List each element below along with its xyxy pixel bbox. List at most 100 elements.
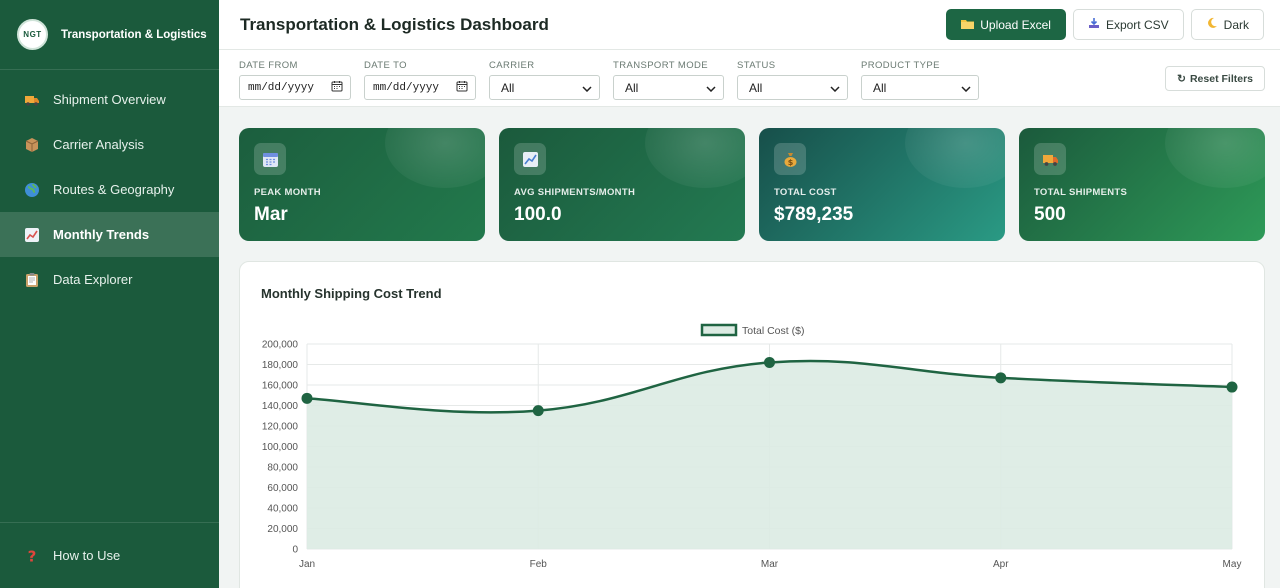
clipboard-icon (23, 271, 41, 289)
sidebar-nav: Shipment Overview Carrier Analysis Route… (0, 77, 219, 302)
svg-text:?: ? (28, 548, 37, 564)
y-tick-label: 160,000 (262, 381, 299, 392)
date-from-input[interactable]: mm/dd/yyyy (239, 75, 351, 100)
kpi-label: Avg Shipments/Month (514, 187, 636, 198)
carrier-select[interactable]: All (489, 75, 600, 100)
monthly-cost-chart: 0 20,000 40,000 60,000 80,000 100,000 120,000 1… (262, 323, 1242, 570)
legend-label: Total Cost ($) (742, 325, 804, 337)
sidebar-item-routes-geography[interactable]: Routes & Geography (0, 167, 219, 212)
money-bag-icon: $ (774, 143, 806, 175)
kpi-value: $789,235 (774, 204, 854, 225)
y-tick-label: 20,000 (267, 524, 298, 535)
x-tick-label: Feb (530, 559, 548, 570)
header-actions: Upload Excel Export CSV Dark (946, 9, 1264, 40)
chevron-down-icon (706, 81, 716, 95)
data-point (764, 356, 775, 368)
chevron-down-icon (582, 81, 592, 95)
product-type-filter: Product Type All (861, 60, 979, 100)
data-point (995, 372, 1007, 384)
date-to-filter: Date To mm/dd/yyyy (364, 60, 476, 100)
sidebar: NGT Transportation & Logistics Shipment … (0, 0, 219, 588)
sidebar-item-label: Routes & Geography (53, 182, 175, 197)
y-tick-label: 40,000 (267, 504, 298, 515)
y-tick-label: 80,000 (267, 463, 298, 474)
y-tick-label: 180,000 (262, 360, 299, 371)
card-glow (1165, 128, 1265, 188)
sidebar-item-label: Shipment Overview (53, 92, 166, 107)
download-icon (1088, 17, 1100, 32)
calendar-icon (331, 80, 343, 96)
y-tick-label: 100,000 (262, 442, 299, 453)
transport-mode-label: Transport Mode (613, 60, 708, 71)
date-to-input[interactable]: mm/dd/yyyy (364, 75, 476, 100)
chart-up-icon (23, 226, 41, 244)
reset-filters-button[interactable]: ↻ Reset Filters (1165, 66, 1265, 91)
kpi-value: 100.0 (514, 204, 562, 225)
dark-mode-label: Dark (1223, 17, 1249, 32)
moon-icon (1206, 17, 1218, 32)
sidebar-item-label: Carrier Analysis (53, 137, 145, 152)
sidebar-item-shipment-overview[interactable]: Shipment Overview (0, 77, 219, 122)
sidebar-item-carrier-analysis[interactable]: Carrier Analysis (0, 122, 219, 167)
x-tick-label: Apr (993, 559, 1009, 570)
product-type-select[interactable]: All (861, 75, 979, 100)
product-type-value: All (873, 80, 887, 95)
app-name: Transportation & Logistics (61, 28, 207, 41)
kpi-card-peak-month: Peak Month Mar (239, 128, 485, 241)
y-tick-label: 120,000 (262, 422, 299, 433)
x-tick-label: May (1223, 559, 1242, 570)
package-icon (23, 136, 41, 154)
chart-title: Monthly Shipping Cost Trend (261, 286, 442, 301)
status-filter: Status All (737, 60, 848, 100)
x-tick-label: Mar (761, 559, 779, 570)
top-header: Transportation & Logistics Dashboard Upl… (219, 0, 1280, 50)
app-logo: NGT (17, 19, 48, 50)
filter-bar: Date From mm/dd/yyyy Date To mm/dd/yyyy … (219, 50, 1280, 107)
sidebar-item-label: Data Explorer (53, 272, 133, 287)
chevron-down-icon (830, 81, 840, 95)
truck-icon (1034, 143, 1066, 175)
date-to-placeholder: mm/dd/yyyy (373, 81, 440, 94)
status-select[interactable]: All (737, 75, 848, 100)
dark-mode-toggle[interactable]: Dark (1190, 9, 1264, 40)
legend-swatch (700, 323, 738, 337)
y-tick-label: 0 (292, 545, 298, 556)
y-tick-label: 200,000 (262, 340, 299, 351)
card-glow (385, 128, 485, 188)
transport-mode-select[interactable]: All (613, 75, 724, 100)
carrier-value: All (501, 80, 515, 95)
chart-up-icon (514, 143, 546, 175)
page-title: Transportation & Logistics Dashboard (240, 14, 549, 34)
export-csv-button[interactable]: Export CSV (1072, 9, 1184, 40)
kpi-label: Total Cost (774, 187, 837, 198)
data-point (301, 392, 313, 404)
date-from-filter: Date From mm/dd/yyyy (239, 60, 351, 100)
upload-excel-button[interactable]: Upload Excel (946, 9, 1066, 40)
how-to-use-label: How to Use (53, 548, 121, 563)
how-to-use-link[interactable]: ? How to Use (0, 522, 219, 588)
kpi-value: 500 (1034, 204, 1066, 225)
date-from-placeholder: mm/dd/yyyy (248, 81, 315, 94)
sidebar-item-monthly-trends[interactable]: Monthly Trends (0, 212, 219, 257)
date-from-label: Date From (239, 60, 298, 71)
calendar-icon (456, 80, 468, 96)
brand: NGT Transportation & Logistics (0, 0, 219, 70)
sidebar-item-data-explorer[interactable]: Data Explorer (0, 257, 219, 302)
kpi-card-total-shipments: Total Shipments 500 (1019, 128, 1265, 241)
reset-filters-label: Reset Filters (1189, 72, 1253, 85)
globe-icon (23, 181, 41, 199)
refresh-icon: ↻ (1177, 72, 1186, 85)
card-glow (645, 128, 745, 188)
date-to-label: Date To (364, 60, 407, 71)
kpi-label: Total Shipments (1034, 187, 1128, 198)
carrier-label: Carrier (489, 60, 535, 71)
sidebar-item-label: Monthly Trends (53, 227, 150, 242)
status-value: All (749, 80, 763, 95)
export-csv-label: Export CSV (1105, 17, 1169, 32)
calendar-icon (254, 143, 286, 175)
truck-icon (23, 91, 41, 109)
kpi-card-avg-shipments: Avg Shipments/Month 100.0 (499, 128, 745, 241)
question-icon: ? (23, 547, 41, 565)
kpi-card-total-cost: $ Total Cost $789,235 (759, 128, 1005, 241)
kpi-value: Mar (254, 204, 288, 225)
